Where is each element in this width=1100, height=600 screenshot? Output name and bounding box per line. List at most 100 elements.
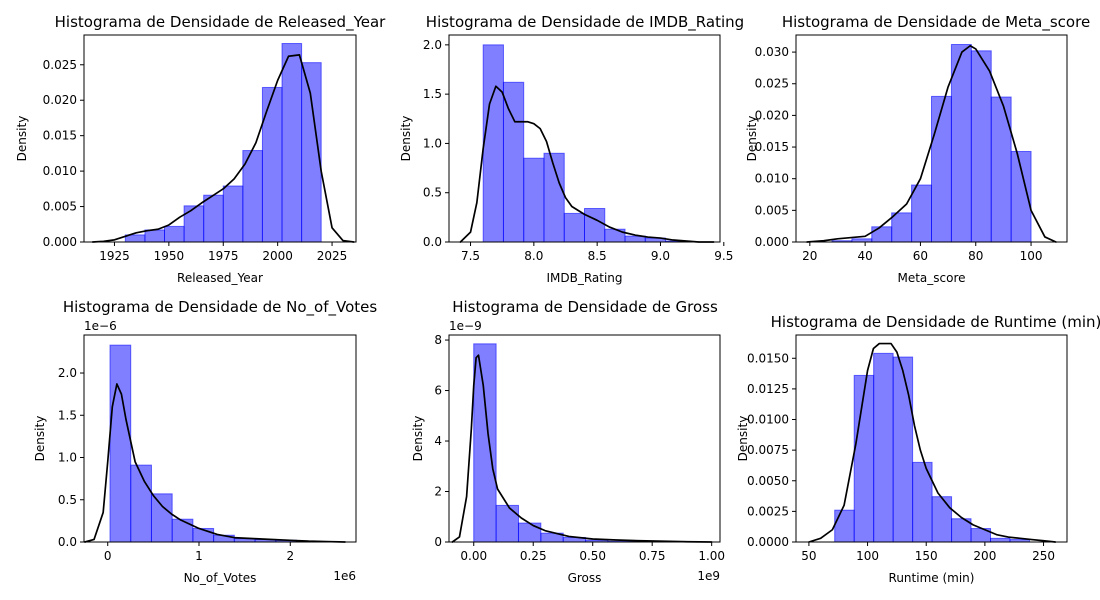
histogram-bar	[990, 537, 1011, 543]
y-axis-offset: 1e−6	[84, 319, 117, 333]
histogram-bar	[150, 493, 173, 543]
histogram-panel-3: 20 40 60 80 100 0.000 0.005 0.010 0.015 0.020 0.02…	[745, 13, 1090, 285]
histogram-bar	[473, 343, 497, 543]
y-tick-label: 0.020	[43, 93, 77, 107]
y-tick-label: 0.0000	[747, 535, 789, 549]
histogram-bar	[970, 50, 992, 243]
histogram-bar	[482, 44, 504, 243]
y-tick-label: 0	[434, 535, 442, 549]
y-tick-label: 4	[434, 434, 442, 448]
y-axis-label: Density	[411, 416, 425, 462]
y-tick-label: 0.0025	[747, 504, 789, 518]
x-tick-label: 7.5	[461, 249, 480, 263]
kde-line	[91, 53, 355, 243]
y-tick-label: 0.025	[755, 77, 789, 91]
x-tick-label: 80	[968, 249, 983, 263]
axes-frame	[83, 334, 357, 543]
histogram-panel-5: 0.00 0.25 0.50 0.75 1.00 0 2 4 6 8 Histograma de D…	[411, 298, 725, 585]
x-axis-label: No_of_Votes	[184, 571, 257, 585]
chart-title: Histograma de Densidade de IMDB_Rating	[426, 13, 744, 32]
y-tick-label: 1.5	[423, 87, 442, 101]
histogram-bar	[164, 225, 185, 243]
y-tick-label: 0.000	[755, 235, 789, 249]
histogram-bar	[203, 194, 224, 243]
x-axis-offset: 1e9	[697, 569, 720, 583]
x-tick-label: 1975	[208, 249, 239, 263]
x-tick-label: 100	[1020, 249, 1043, 263]
histogram-bar	[144, 229, 166, 243]
y-tick-label: 0.0050	[747, 474, 789, 488]
histogram-bar	[109, 344, 132, 543]
y-tick-label: 1.0	[423, 136, 442, 150]
histogram-bar	[873, 352, 894, 543]
x-tick-label: 2025	[317, 249, 348, 263]
axes-frame	[795, 34, 1068, 243]
histogram-panel-4: 0 1 2 0.0 0.5 1.0 1.5 2.0 Histograma de Densidad…	[33, 298, 377, 585]
histogram-bar	[563, 212, 585, 243]
x-tick-label: 9.5	[714, 249, 733, 263]
x-tick-label: 60	[913, 249, 928, 263]
x-tick-label: 50	[801, 549, 816, 563]
x-tick-label: 150	[915, 549, 938, 563]
y-tick-label: 0.5	[58, 493, 77, 507]
x-tick-label: 8.5	[588, 249, 607, 263]
histogram-bar	[891, 212, 913, 243]
y-tick-label: 0.5	[423, 186, 442, 200]
x-tick-label: 0.25	[520, 549, 547, 563]
x-tick-label: 40	[857, 249, 872, 263]
chart-title: Histograma de Densidade de Meta_score	[782, 13, 1090, 32]
y-axis-label: Density	[745, 116, 759, 162]
y-axis-label: Density	[15, 116, 29, 162]
y-tick-label: 0.0075	[747, 443, 789, 457]
y-tick-label: 0.015	[755, 140, 789, 154]
histogram-bar	[495, 504, 519, 543]
axes-frame	[795, 334, 1068, 543]
y-tick-label: 0.030	[755, 45, 789, 59]
y-tick-label: 2.0	[423, 38, 442, 52]
kde-line	[84, 383, 346, 543]
y-tick-label: 0.010	[755, 172, 789, 186]
y-tick-label: 0.0150	[747, 351, 789, 365]
y-axis-label: Density	[33, 416, 47, 462]
chart-title: Histograma de Densidade de Released_Year	[55, 13, 387, 32]
y-tick-label: 0.000	[43, 235, 77, 249]
histogram-bar	[892, 356, 914, 543]
kde-line	[806, 44, 1057, 243]
histogram-bar	[261, 86, 283, 243]
histogram-bar	[183, 205, 205, 243]
y-tick-label: 0.010	[43, 164, 77, 178]
histogram-panel-1: 1925 1950 1975 2000 2025 0.000 0.005 0.010 0.015…	[15, 13, 386, 285]
y-tick-label: 0.0	[58, 535, 77, 549]
y-axis-label: Density	[399, 116, 413, 162]
x-tick-label: 1950	[154, 249, 185, 263]
axes-frame	[83, 34, 357, 243]
y-tick-label: 6	[434, 384, 442, 398]
x-tick-label: 0	[104, 549, 112, 563]
x-tick-label: 8.0	[524, 249, 543, 263]
histogram-bar	[523, 157, 545, 243]
x-tick-label: 1925	[99, 249, 130, 263]
y-tick-label: 0.0100	[747, 413, 789, 427]
y-tick-label: 2	[434, 485, 442, 499]
x-tick-label: 20	[802, 249, 817, 263]
y-tick-label: 0.0	[423, 235, 442, 249]
y-tick-label: 0.020	[755, 108, 789, 122]
histogram-bar	[853, 374, 875, 543]
x-tick-label: 2	[286, 549, 294, 563]
kde-line	[451, 354, 713, 543]
histogram-bar	[931, 95, 952, 243]
y-tick-label: 8	[434, 333, 442, 347]
kde-line	[808, 342, 1057, 543]
histogram-bar	[950, 44, 972, 243]
x-axis-label: Gross	[568, 571, 602, 585]
y-tick-label: 2.0	[58, 366, 77, 380]
chart-title: Histograma de Densidade de No_of_Votes	[63, 298, 378, 317]
chart-title: Histograma de Densidade de Gross	[452, 298, 718, 316]
x-tick-label: 250	[1032, 549, 1055, 563]
y-tick-label: 0.025	[43, 58, 77, 72]
histogram-bar	[990, 96, 1012, 243]
kde-line	[459, 85, 715, 243]
x-axis-label: Runtime (min)	[889, 571, 975, 585]
histogram-bar	[871, 226, 893, 243]
x-tick-label: 100	[856, 549, 879, 563]
